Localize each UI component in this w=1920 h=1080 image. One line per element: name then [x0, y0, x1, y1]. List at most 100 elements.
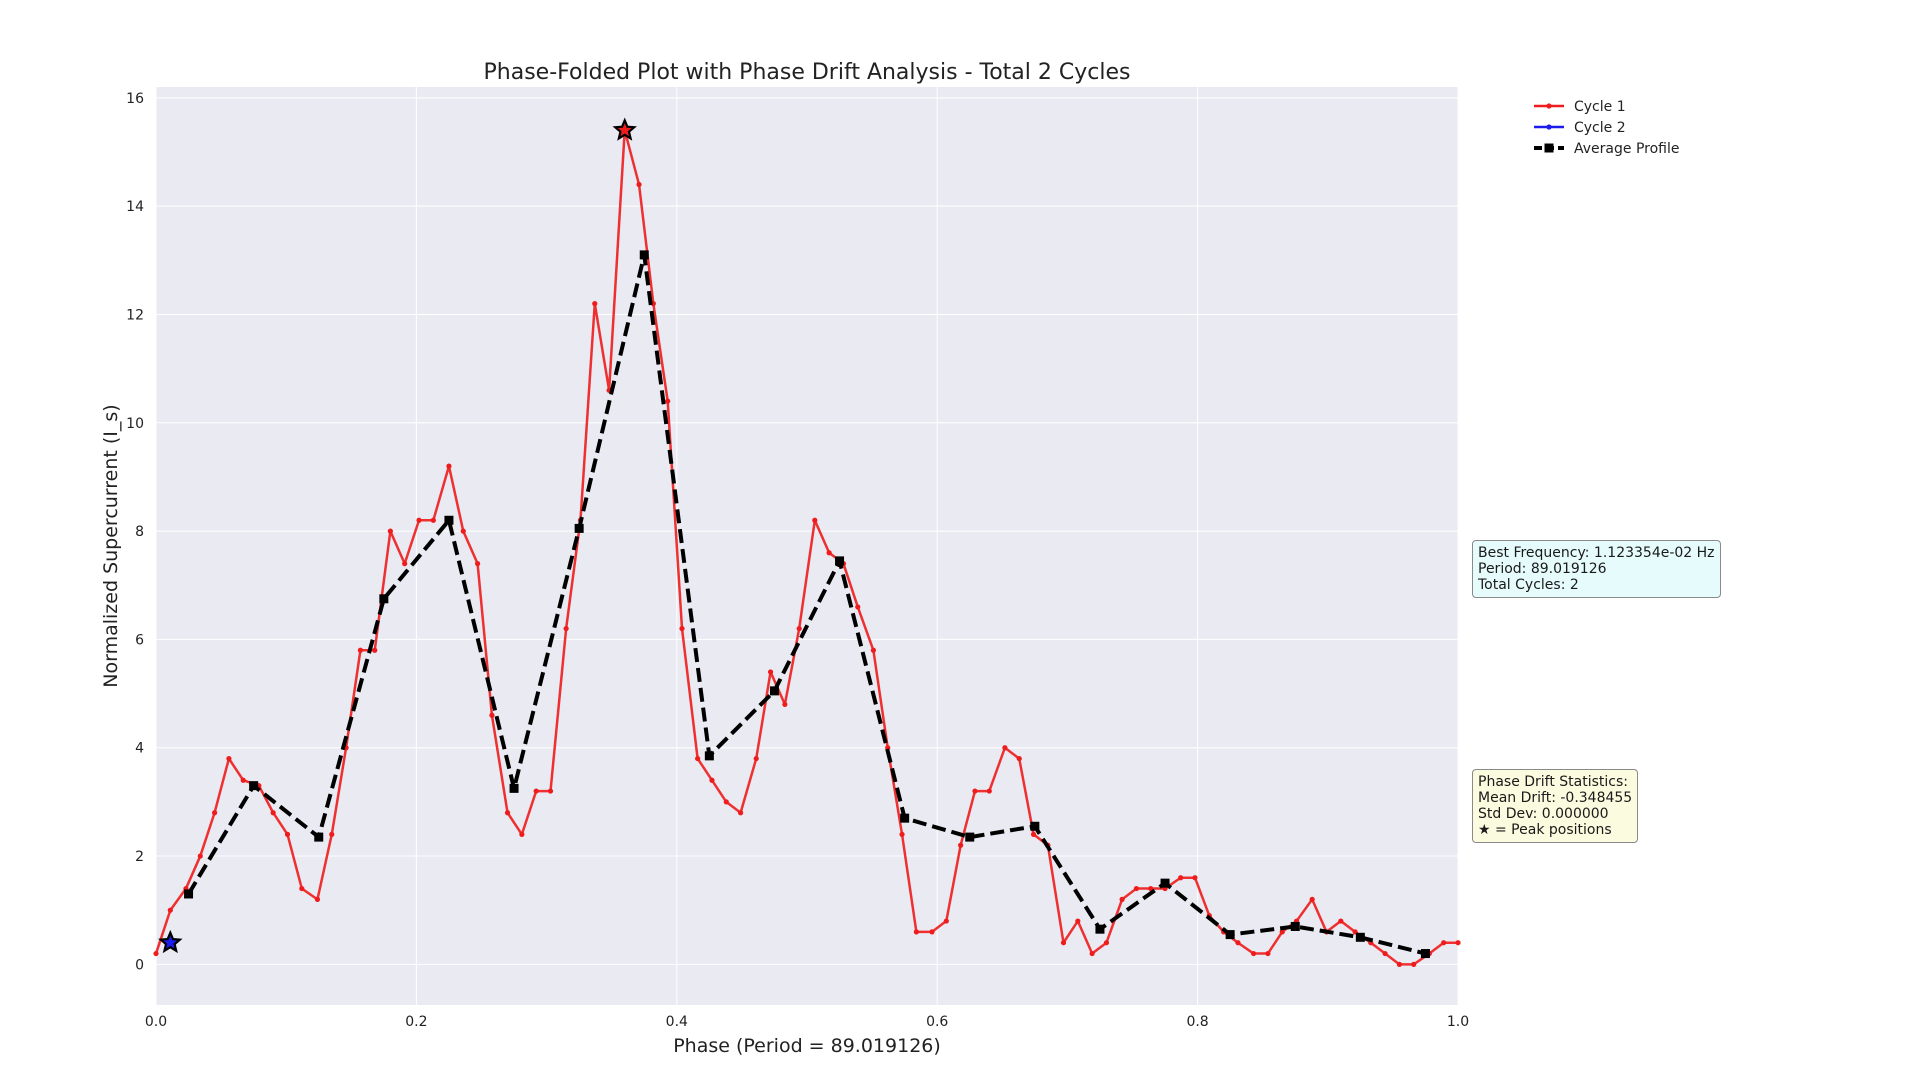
average-point	[835, 556, 845, 566]
data-point	[504, 810, 511, 816]
data-point	[167, 907, 173, 913]
x-tick-label: 0.2	[405, 1014, 427, 1030]
x-axis-label: Phase (Period = 89.019126)	[673, 1035, 941, 1057]
data-point	[1133, 885, 1140, 892]
data-point	[986, 788, 992, 794]
average-point	[1160, 878, 1170, 888]
data-point	[812, 517, 818, 523]
x-axis-ticks: 0.0 0.2 0.4 0.6 0.8 1.0	[145, 1014, 1469, 1030]
data-point	[1119, 896, 1125, 902]
data-point	[695, 755, 701, 762]
data-point	[1382, 950, 1388, 957]
data-point	[563, 625, 569, 632]
data-point	[899, 831, 905, 837]
data-point	[1441, 940, 1447, 946]
data-point	[547, 788, 554, 794]
data-point	[1411, 961, 1417, 967]
data-point	[1250, 950, 1257, 957]
data-point	[826, 550, 832, 556]
data-point	[1075, 918, 1081, 924]
data-point	[1016, 755, 1022, 762]
series-layer	[153, 127, 1461, 967]
data-point	[402, 561, 408, 567]
average-point	[574, 523, 584, 533]
average-point	[314, 832, 324, 842]
data-point	[357, 647, 364, 653]
data-point	[1265, 950, 1271, 957]
data-point	[284, 831, 291, 837]
average-point	[1290, 921, 1300, 931]
series-line-2	[186, 252, 1426, 956]
data-point	[1030, 831, 1037, 837]
data-point	[1279, 929, 1285, 935]
average-point	[1355, 932, 1365, 942]
average-point	[444, 515, 454, 525]
average-point	[704, 751, 714, 761]
y-tick-label: 2	[135, 849, 144, 865]
average-point	[900, 813, 910, 823]
y-tick-label: 8	[135, 524, 144, 540]
data-point	[474, 561, 481, 567]
legend-marker	[1544, 143, 1554, 153]
data-point	[737, 810, 744, 816]
average-point	[1420, 949, 1430, 959]
data-point	[782, 701, 788, 708]
data-point	[270, 810, 276, 816]
data-point	[767, 669, 774, 675]
peak-positions-note: ★ = Peak positions	[1478, 822, 1612, 838]
y-tick-label: 10	[126, 416, 144, 432]
data-point	[1178, 875, 1184, 881]
peak-star-marker	[158, 929, 183, 954]
data-point	[1103, 940, 1110, 946]
y-axis-ticks: 0 2 4 6 8 10 12 14 16	[126, 91, 144, 974]
x-tick-label: 0.0	[145, 1014, 167, 1030]
data-point	[211, 810, 218, 816]
data-point	[753, 755, 759, 762]
average-point	[379, 594, 389, 604]
data-point	[870, 647, 877, 653]
y-axis-label: Normalized Supercurrent (I_s)	[100, 404, 122, 687]
data-point	[240, 777, 246, 783]
y-tick-label: 16	[126, 91, 144, 107]
data-point	[1455, 940, 1461, 946]
total-cycles-text: Total Cycles: 2	[1478, 577, 1579, 593]
y-tick-label: 12	[126, 307, 144, 323]
data-point	[958, 842, 964, 848]
data-point	[723, 799, 729, 805]
data-point	[665, 398, 671, 404]
peak-star-marker	[612, 117, 637, 141]
legend-label: Cycle 2	[1574, 120, 1626, 136]
average-point	[1225, 930, 1235, 940]
data-point	[855, 604, 861, 610]
data-point	[153, 950, 159, 957]
average-point	[509, 783, 519, 793]
legend-label: Cycle 1	[1574, 99, 1626, 115]
data-point	[387, 528, 393, 534]
data-point	[1060, 940, 1067, 946]
x-tick-label: 0.4	[666, 1014, 688, 1030]
data-point	[299, 885, 305, 892]
legend: Cycle 1 Cycle 2 Average Profile	[1534, 99, 1679, 157]
data-point	[709, 777, 715, 783]
average-point	[769, 686, 779, 696]
data-point	[1309, 896, 1315, 902]
average-point	[1095, 924, 1105, 934]
data-point	[972, 788, 978, 794]
data-point	[913, 929, 919, 935]
data-point	[796, 625, 802, 632]
frequency-info-box: Best Frequency: 1.123354e-02 Hz Period: …	[1472, 540, 1721, 598]
y-tick-label: 4	[135, 741, 144, 757]
data-point	[1396, 961, 1403, 967]
data-point	[226, 755, 232, 762]
mean-drift-text: Mean Drift: -0.348455	[1478, 790, 1633, 806]
data-point	[460, 528, 466, 534]
data-point	[416, 517, 422, 523]
x-tick-label: 1.0	[1447, 1014, 1469, 1030]
data-point	[314, 896, 321, 902]
data-point	[1338, 918, 1344, 924]
data-point	[372, 647, 378, 653]
data-point	[1089, 950, 1095, 957]
best-frequency-text: Best Frequency: 1.123354e-02 Hz	[1478, 545, 1715, 561]
legend-marker	[1546, 124, 1552, 130]
